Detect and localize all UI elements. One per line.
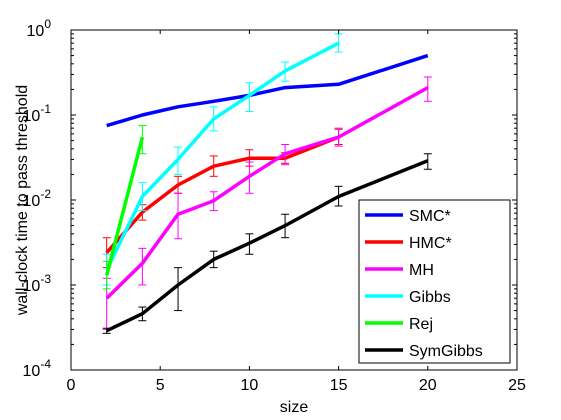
legend-label: HMC* <box>409 235 452 252</box>
y-tick-base: 10 <box>23 278 41 295</box>
y-tick-exponent: 0 <box>44 17 51 31</box>
series-line <box>105 136 145 276</box>
legend-label: Rej <box>409 316 433 333</box>
legend-label: MH <box>409 262 434 279</box>
legend-label: SymGibbs <box>409 343 483 360</box>
x-axis-label: size <box>280 399 309 416</box>
y-tick-label: 100 <box>27 17 52 40</box>
legend-item: MH <box>365 262 434 279</box>
series-layer <box>102 33 432 334</box>
y-tick-label: 10-2 <box>23 187 52 210</box>
y-tick-exponent: -3 <box>40 272 51 286</box>
series-smc <box>106 53 429 128</box>
series-rej <box>102 125 147 290</box>
y-axis-label: wall-clock time to pass threshold <box>14 85 31 316</box>
legend: SMC* HMC* MH Gibbs Rej SymGibbs <box>358 199 511 364</box>
x-tick-label: 20 <box>419 377 437 394</box>
legend-item: Gibbs <box>365 289 451 306</box>
y-tick-label: 10-3 <box>23 272 52 295</box>
series-gibbs <box>102 33 343 286</box>
series-line <box>105 41 340 271</box>
y-tick-base: 10 <box>23 363 41 380</box>
series-line <box>105 159 429 333</box>
legend-box <box>358 199 511 364</box>
series-line <box>105 86 429 300</box>
x-tick-label: 0 <box>67 377 76 394</box>
y-tick-base: 10 <box>23 193 41 210</box>
y-tick-label: 10-4 <box>23 357 52 380</box>
series-line <box>106 53 429 128</box>
legend-item: Rej <box>365 316 433 333</box>
y-tick-label: 10-1 <box>23 102 52 125</box>
legend-item: HMC* <box>365 235 452 252</box>
y-tick-exponent: -1 <box>40 102 51 116</box>
y-tick-base: 10 <box>23 108 41 125</box>
y-tick-base: 10 <box>27 23 45 40</box>
series-symgibbs <box>102 153 432 334</box>
x-tick-label: 5 <box>156 377 165 394</box>
y-tick-exponent: -4 <box>40 357 51 371</box>
y-tick-exponent: -2 <box>40 187 51 201</box>
legend-item: SMC* <box>365 208 451 225</box>
legend-label: SMC* <box>409 208 451 225</box>
x-tick-label: 25 <box>508 377 526 394</box>
series-mh <box>102 76 432 330</box>
x-tick-label: 15 <box>330 377 348 394</box>
legend-item: SymGibbs <box>365 343 483 360</box>
x-tick-label: 10 <box>241 377 259 394</box>
legend-label: Gibbs <box>409 289 451 306</box>
